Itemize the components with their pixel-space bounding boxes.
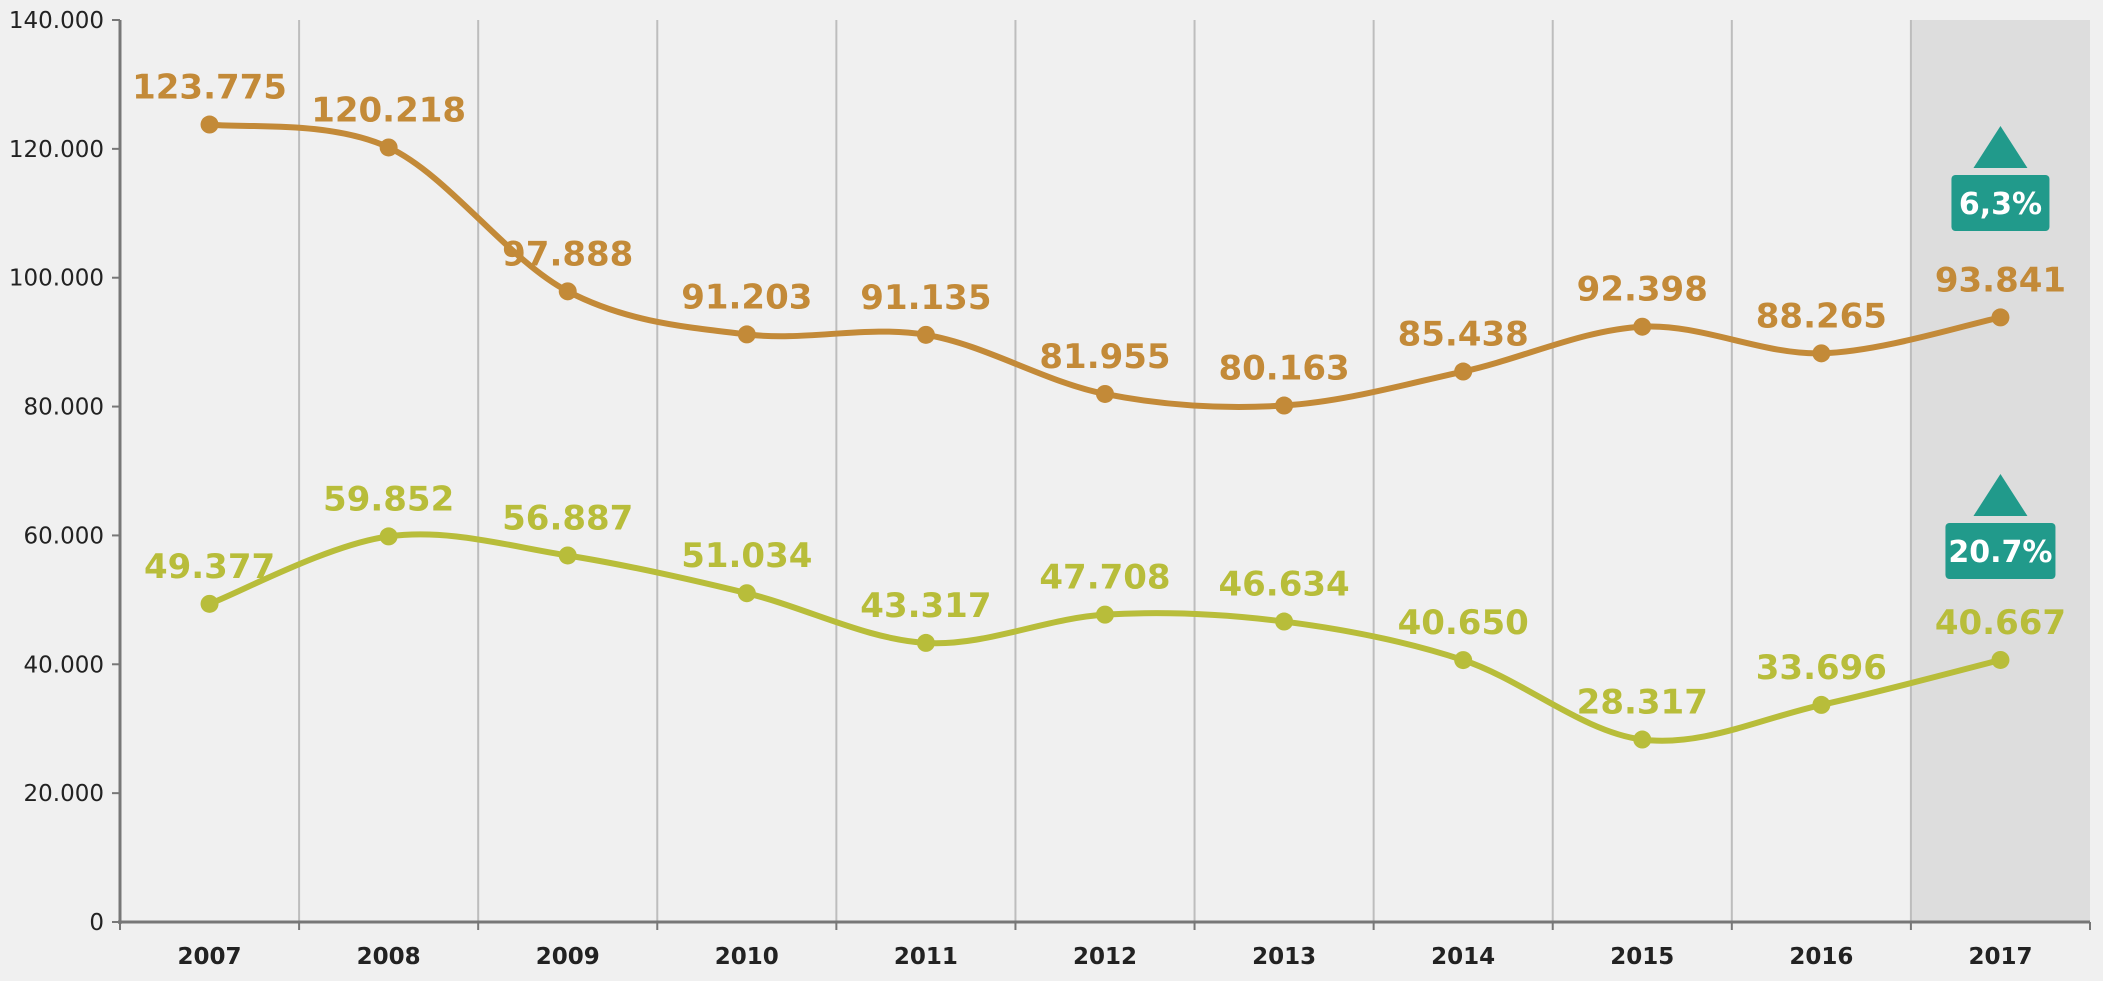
series-upper-change-badge bbox=[1951, 175, 2050, 231]
series-upper-data-label: 91.135 bbox=[860, 278, 991, 318]
series-upper-data-label: 85.438 bbox=[1398, 315, 1529, 355]
series-upper-point bbox=[200, 115, 219, 134]
series-lower-point bbox=[558, 546, 577, 565]
series-upper-point bbox=[1275, 396, 1294, 415]
series-upper-point bbox=[1812, 344, 1831, 363]
y-tick-label: 60.000 bbox=[24, 523, 104, 549]
series-upper-point bbox=[916, 325, 935, 344]
series-lower-data-label: 59.852 bbox=[323, 479, 454, 519]
x-tick-label: 2016 bbox=[1789, 944, 1853, 970]
y-tick-label: 100.000 bbox=[9, 266, 104, 292]
series-lower-point bbox=[1812, 695, 1831, 714]
series-upper-change-badge-text: 6,3% bbox=[1959, 187, 2042, 222]
series-lower-data-label: 28.317 bbox=[1577, 683, 1708, 723]
highlight-band-2017 bbox=[1910, 20, 2090, 922]
series-upper-point bbox=[1096, 384, 1114, 403]
x-tick-label: 2014 bbox=[1431, 944, 1495, 970]
series-upper-data-label: 80.163 bbox=[1218, 349, 1349, 389]
y-tick-label: 0 bbox=[89, 910, 104, 936]
y-tick-label: 20.000 bbox=[24, 781, 104, 807]
series-lower-data-label: 47.708 bbox=[1039, 558, 1170, 598]
series-upper-data-label: 93.841 bbox=[1935, 260, 2066, 300]
series-upper-up-arrow-icon bbox=[1973, 126, 2028, 168]
series-lower-data-label: 40.667 bbox=[1935, 603, 2066, 643]
x-tick-label: 2015 bbox=[1610, 944, 1674, 970]
series-lower-up-arrow-icon bbox=[1973, 474, 2028, 516]
series-lower-point bbox=[379, 527, 398, 546]
series-upper-data-label: 88.265 bbox=[1756, 296, 1887, 336]
y-tick-label: 140.000 bbox=[9, 8, 104, 34]
y-tick-label: 80.000 bbox=[24, 395, 104, 421]
series-lower-data-label: 43.317 bbox=[860, 586, 991, 626]
series-upper-point bbox=[1633, 317, 1652, 336]
series-lower-point bbox=[916, 633, 935, 652]
x-tick-label: 2017 bbox=[1968, 944, 2032, 970]
series-upper-data-label: 97.888 bbox=[502, 234, 633, 274]
series-lower-data-label: 40.650 bbox=[1398, 603, 1529, 643]
series-lower-data-label: 51.034 bbox=[681, 536, 812, 576]
series-upper-point bbox=[1454, 362, 1473, 381]
y-tick-label: 120.000 bbox=[9, 137, 104, 163]
series-lower-point bbox=[1096, 605, 1114, 624]
series-lower-data-label: 56.887 bbox=[502, 498, 633, 538]
series-lower-point bbox=[200, 594, 219, 613]
series-lower-data-label: 49.377 bbox=[144, 547, 275, 587]
series-lower-change-badge-text: 20.7% bbox=[1948, 535, 2052, 570]
series-upper-data-label: 92.398 bbox=[1577, 270, 1708, 310]
series-upper-data-label: 120.218 bbox=[311, 90, 466, 130]
series-upper-point bbox=[737, 325, 756, 344]
series-lower-point bbox=[1991, 650, 2010, 669]
y-tick-label: 40.000 bbox=[24, 652, 104, 678]
series-upper-data-label: 81.955 bbox=[1039, 337, 1170, 377]
series-lower-change-badge bbox=[1945, 523, 2056, 579]
series-lower-data-label: 46.634 bbox=[1218, 565, 1349, 605]
x-tick-label: 2009 bbox=[536, 944, 600, 970]
x-tick-label: 2007 bbox=[178, 944, 242, 970]
x-tick-label: 2011 bbox=[894, 944, 958, 970]
series-lower-point bbox=[1454, 651, 1473, 670]
series-lower-point bbox=[1275, 612, 1294, 631]
series-upper-point bbox=[1991, 308, 2010, 327]
x-tick-label: 2012 bbox=[1073, 944, 1137, 970]
series-upper-data-label: 123.775 bbox=[132, 68, 287, 108]
x-tick-label: 2008 bbox=[357, 944, 421, 970]
series-lower-data-label: 33.696 bbox=[1756, 648, 1887, 688]
series-upper-point bbox=[379, 138, 398, 157]
series-upper-data-label: 91.203 bbox=[681, 277, 812, 317]
x-tick-label: 2010 bbox=[715, 944, 779, 970]
series-lower-point bbox=[737, 584, 756, 603]
x-tick-label: 2013 bbox=[1252, 944, 1316, 970]
series-upper-point bbox=[558, 282, 577, 301]
series-lower-point bbox=[1633, 730, 1652, 749]
